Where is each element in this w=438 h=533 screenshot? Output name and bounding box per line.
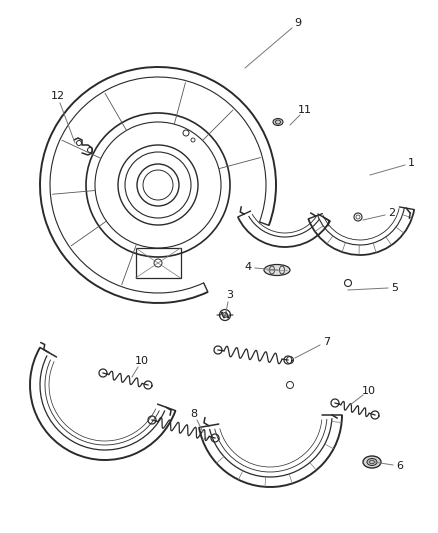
Text: 1: 1 — [408, 158, 415, 168]
Text: 8: 8 — [190, 409, 198, 419]
Text: 2: 2 — [388, 208, 396, 219]
Ellipse shape — [363, 456, 381, 468]
Text: 10: 10 — [134, 356, 148, 366]
Text: 9: 9 — [294, 19, 301, 28]
Text: 10: 10 — [361, 386, 375, 395]
Text: 3: 3 — [226, 290, 233, 300]
Ellipse shape — [264, 264, 290, 276]
Text: 5: 5 — [392, 282, 399, 293]
Bar — [135, 248, 180, 278]
Text: 6: 6 — [396, 461, 403, 471]
Text: 11: 11 — [298, 105, 312, 115]
Text: 12: 12 — [50, 92, 64, 101]
Text: 7: 7 — [323, 337, 330, 347]
Text: 4: 4 — [244, 262, 251, 272]
Ellipse shape — [367, 458, 377, 465]
Ellipse shape — [273, 118, 283, 125]
